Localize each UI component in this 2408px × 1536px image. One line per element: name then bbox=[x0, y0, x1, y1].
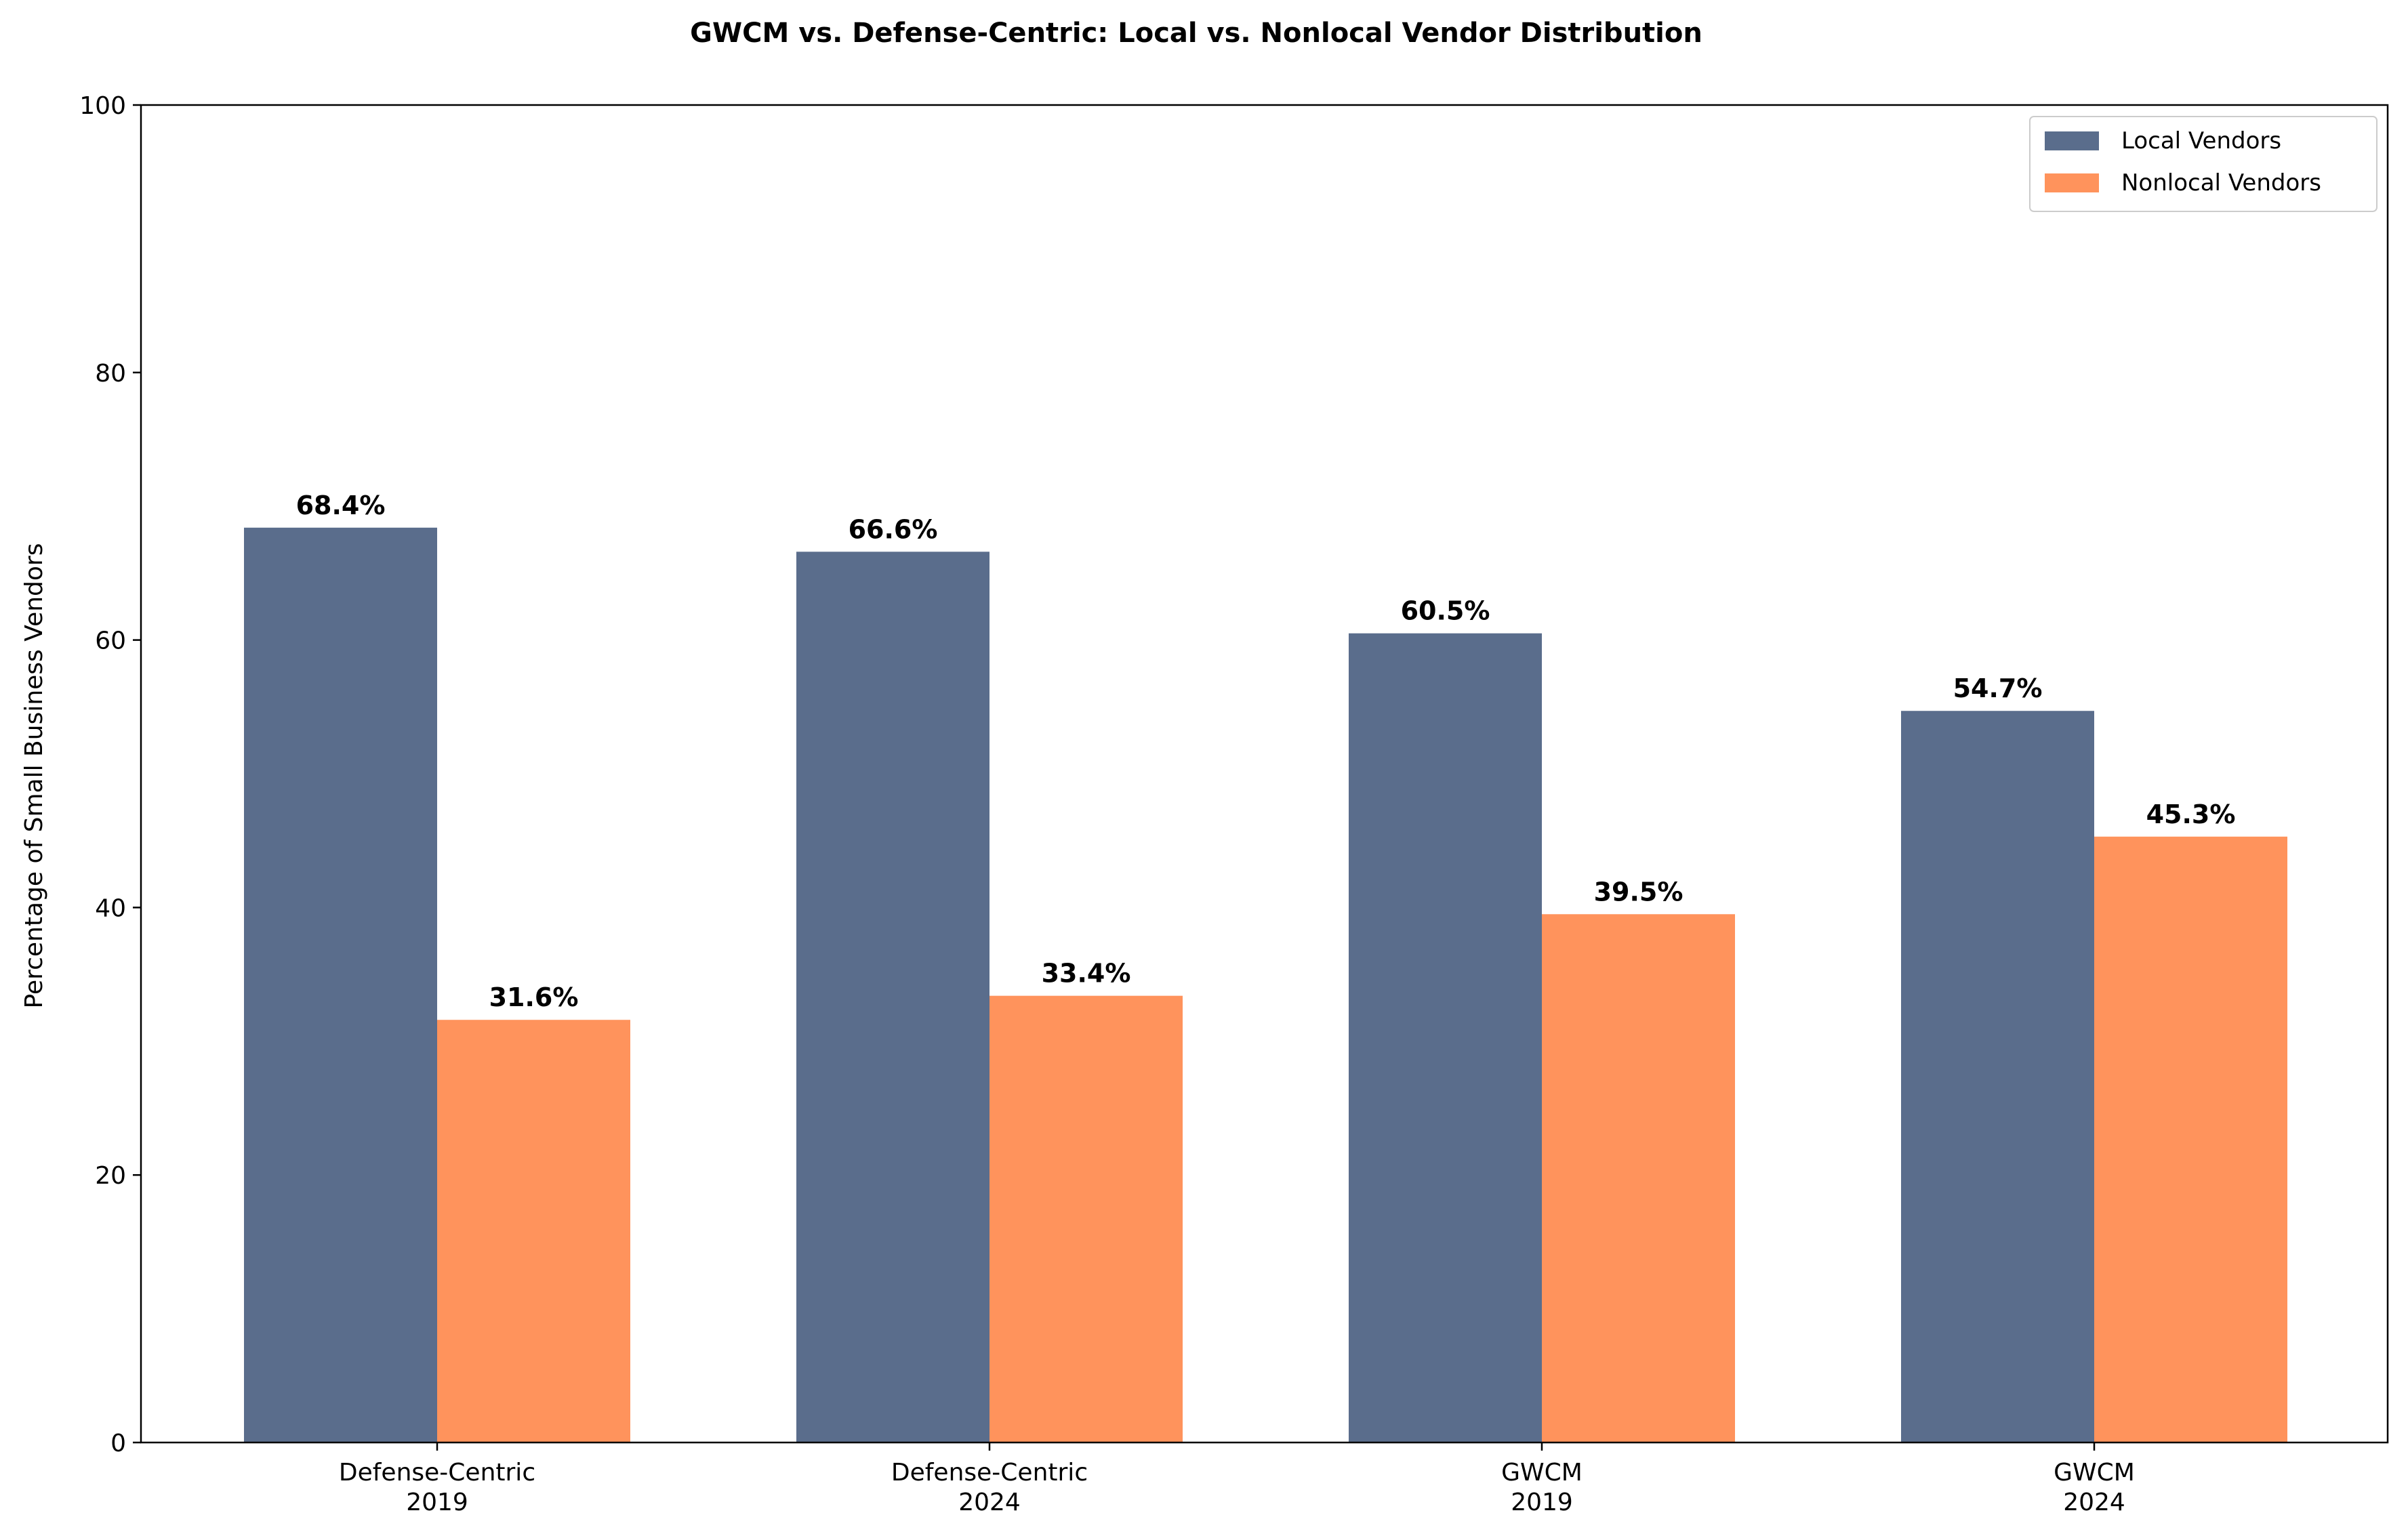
y-tick-label: 100 bbox=[79, 92, 126, 120]
data-label: 33.4% bbox=[1042, 959, 1131, 989]
x-tick-label: GWCM bbox=[1501, 1459, 1583, 1487]
legend-label: Local Vendors bbox=[2121, 127, 2281, 154]
y-axis-label: Percentage of Small Business Vendors bbox=[20, 543, 48, 1009]
chart-title: GWCM vs. Defense-Centric: Local vs. Nonl… bbox=[690, 18, 1702, 49]
legend-swatch bbox=[2045, 173, 2099, 192]
x-tick-label: Defense-Centric bbox=[339, 1459, 535, 1487]
x-tick-label: GWCM bbox=[2054, 1459, 2135, 1487]
x-tick-label: 2024 bbox=[2063, 1489, 2125, 1516]
data-label: 31.6% bbox=[489, 982, 579, 1012]
y-tick-label: 60 bbox=[95, 627, 126, 655]
legend bbox=[2029, 116, 2378, 212]
data-label: 39.5% bbox=[1594, 877, 1683, 907]
data-label: 54.7% bbox=[1953, 673, 2043, 703]
bar-nonlocal-vendors-2 bbox=[1542, 914, 1735, 1442]
data-label: 68.4% bbox=[296, 491, 386, 520]
bar-local-vendors-0 bbox=[244, 527, 437, 1443]
data-label: 60.5% bbox=[1401, 596, 1490, 626]
bar-local-vendors-2 bbox=[1349, 633, 1542, 1442]
plot-frame bbox=[140, 104, 2389, 1444]
x-tick-label: 2024 bbox=[958, 1489, 1021, 1516]
y-tick-label: 20 bbox=[95, 1162, 126, 1190]
y-tick-label: 80 bbox=[95, 360, 126, 388]
bar-nonlocal-vendors-1 bbox=[989, 995, 1183, 1442]
legend-label: Nonlocal Vendors bbox=[2121, 169, 2321, 196]
plot-area: 68.4% 66.6% 60.5% 54.7% 31.6% 33.4% 39.5% 45.3%… bbox=[79, 92, 2389, 1516]
bar-nonlocal-vendors-3 bbox=[2094, 836, 2287, 1442]
y-tick-label: 40 bbox=[95, 894, 126, 922]
y-tick-label: 0 bbox=[110, 1430, 126, 1457]
bar-nonlocal-vendors-0 bbox=[437, 1020, 630, 1442]
data-label: 66.6% bbox=[849, 514, 938, 544]
x-tick-label: 2019 bbox=[406, 1489, 468, 1516]
bar-local-vendors-3 bbox=[1901, 711, 2094, 1442]
data-label: 45.3% bbox=[2146, 800, 2236, 829]
legend-swatch bbox=[2045, 131, 2099, 150]
bar-local-vendors-1 bbox=[796, 552, 989, 1443]
x-tick-label: 2019 bbox=[1511, 1489, 1573, 1516]
x-tick-label: Defense-Centric bbox=[891, 1459, 1088, 1487]
